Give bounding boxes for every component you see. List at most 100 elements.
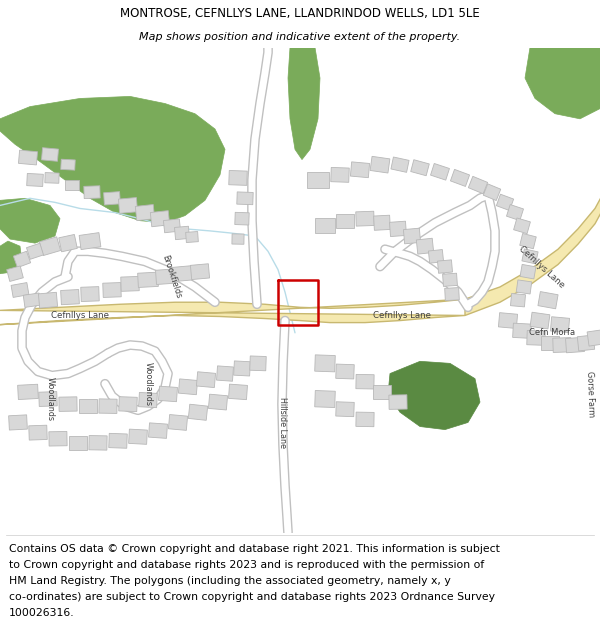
Bar <box>403 228 421 244</box>
Bar <box>373 385 391 399</box>
Bar <box>483 184 501 201</box>
Bar <box>428 249 443 263</box>
Text: 100026316.: 100026316. <box>9 608 74 618</box>
Polygon shape <box>465 190 600 316</box>
Bar <box>41 148 58 161</box>
Bar <box>522 249 538 264</box>
Bar <box>250 356 266 371</box>
Text: Contains OS data © Crown copyright and database right 2021. This information is : Contains OS data © Crown copyright and d… <box>9 544 500 554</box>
Bar <box>61 159 75 170</box>
Bar <box>23 293 41 308</box>
Bar <box>356 374 374 389</box>
Bar <box>233 361 250 376</box>
Bar <box>496 194 514 211</box>
Text: co-ordinates) are subject to Crown copyright and database rights 2023 Ordnance S: co-ordinates) are subject to Crown copyr… <box>9 592 495 602</box>
Bar <box>7 266 23 281</box>
Bar <box>527 331 545 346</box>
Bar <box>431 164 449 180</box>
Bar <box>451 169 470 186</box>
Bar <box>59 234 77 252</box>
Bar <box>391 157 409 172</box>
Bar <box>128 429 148 444</box>
Bar <box>155 269 175 284</box>
Bar <box>443 273 457 286</box>
Bar <box>26 243 44 259</box>
Bar <box>149 423 167 438</box>
Bar <box>208 394 227 410</box>
Bar <box>530 312 550 329</box>
Bar <box>541 336 559 350</box>
Bar <box>26 173 43 186</box>
Bar <box>185 231 199 242</box>
Bar <box>232 234 244 244</box>
Bar <box>217 366 233 381</box>
Bar <box>178 379 197 395</box>
Bar <box>13 251 31 268</box>
Bar <box>315 355 335 372</box>
Bar <box>29 425 47 440</box>
Bar <box>577 335 595 351</box>
Text: Cefn Morfa: Cefn Morfa <box>529 328 575 338</box>
Text: Woodlands: Woodlands <box>46 377 55 421</box>
Bar <box>136 204 155 221</box>
Polygon shape <box>288 48 320 159</box>
Text: Cefnllys Lane: Cefnllys Lane <box>373 311 431 320</box>
Bar <box>411 160 429 176</box>
Bar <box>39 392 57 406</box>
Bar <box>512 323 532 338</box>
Bar <box>235 213 249 225</box>
Bar <box>139 392 157 408</box>
Bar <box>229 384 247 399</box>
Text: Woodlands: Woodlands <box>143 362 152 406</box>
Bar <box>469 176 488 194</box>
Text: Brookfields: Brookfields <box>161 254 183 299</box>
Bar <box>65 180 79 190</box>
Polygon shape <box>388 361 480 429</box>
Text: Gorse Farm: Gorse Farm <box>584 371 595 418</box>
Bar <box>499 312 518 329</box>
Bar <box>11 282 29 298</box>
Bar <box>437 260 452 273</box>
Bar <box>137 272 158 288</box>
Bar <box>19 150 38 165</box>
Bar <box>514 218 530 234</box>
Polygon shape <box>525 48 600 119</box>
Bar <box>190 264 209 279</box>
Bar <box>356 412 374 427</box>
Bar <box>315 218 335 234</box>
Bar <box>109 433 127 448</box>
Bar <box>8 415 28 430</box>
Bar <box>331 168 349 182</box>
Text: HM Land Registry. The polygons (including the associated geometry, namely x, y: HM Land Registry. The polygons (includin… <box>9 576 451 586</box>
Bar <box>336 214 354 228</box>
Bar <box>163 219 181 232</box>
Bar <box>520 233 536 249</box>
Text: Map shows position and indicative extent of the property.: Map shows position and indicative extent… <box>139 32 461 42</box>
Polygon shape <box>0 241 22 274</box>
Bar <box>79 232 101 249</box>
Bar <box>356 211 374 226</box>
Bar <box>49 431 67 446</box>
Bar <box>84 186 100 199</box>
Bar <box>158 386 178 402</box>
Bar <box>196 372 215 388</box>
Bar <box>103 282 121 298</box>
Bar <box>79 399 97 413</box>
Bar <box>336 364 354 379</box>
Bar <box>520 264 536 279</box>
Polygon shape <box>0 299 465 324</box>
Bar <box>118 198 137 213</box>
Bar <box>566 338 584 352</box>
Bar <box>416 238 434 254</box>
Bar <box>59 397 77 411</box>
Bar <box>516 280 532 294</box>
Bar <box>511 294 526 307</box>
Bar <box>307 172 329 188</box>
Text: to Crown copyright and database rights 2023 and is reproduced with the permissio: to Crown copyright and database rights 2… <box>9 560 484 570</box>
Bar <box>350 162 370 177</box>
Bar <box>389 395 407 409</box>
Bar <box>104 192 121 205</box>
Polygon shape <box>0 198 60 243</box>
Bar <box>69 436 87 450</box>
Bar <box>172 266 193 282</box>
